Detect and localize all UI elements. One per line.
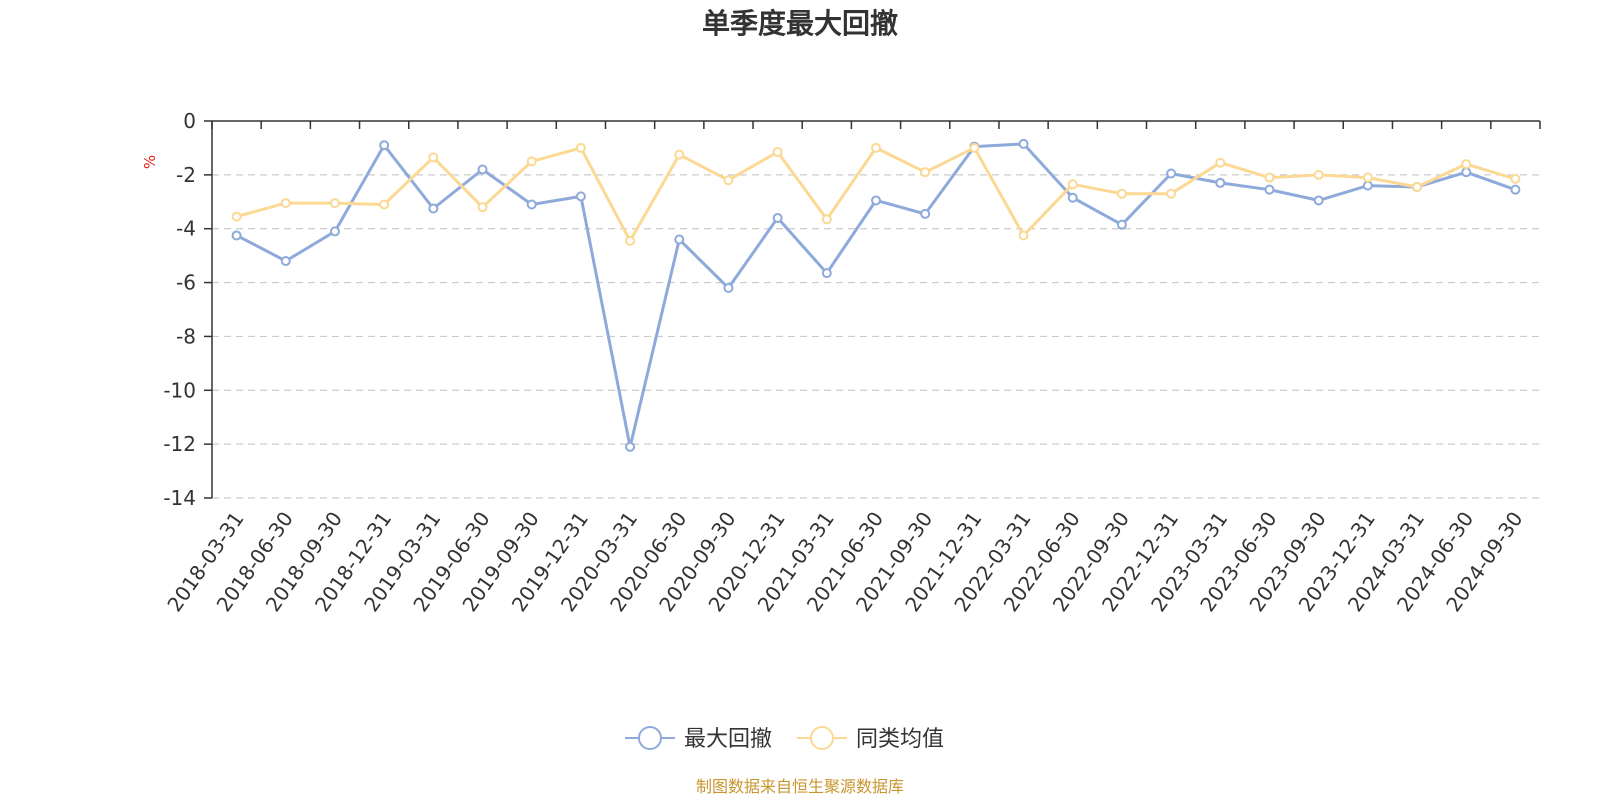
series-0-point [477, 164, 488, 175]
series-0-point [1461, 167, 1472, 178]
legend-marker-1 [810, 726, 834, 750]
series-1-point [329, 198, 340, 209]
series-0-point [674, 234, 685, 245]
series-0-point [1018, 138, 1029, 149]
series-0-point [428, 203, 439, 214]
y-tick-label: 0 [183, 109, 196, 133]
series-0-point [772, 212, 783, 223]
series-1-point [969, 142, 980, 153]
series-0-point [1362, 180, 1373, 191]
series-1-point [1215, 157, 1226, 168]
series-0-point [329, 226, 340, 237]
series-1-point [1412, 181, 1423, 192]
series-1-point [1461, 159, 1472, 170]
series-0-point [280, 256, 291, 267]
axes [204, 120, 1541, 499]
series-0-point [231, 230, 242, 241]
y-tick-label: -4 [176, 217, 196, 241]
series-0-point [1313, 195, 1324, 206]
legend-label-0: 最大回撤 [684, 727, 772, 752]
y-tick-label: -8 [176, 324, 196, 348]
series-1-point [821, 214, 832, 225]
data-source-note: 制图数据来自恒生聚源数据库 [696, 777, 904, 796]
series-1-point [1313, 169, 1324, 180]
series-0-point [625, 441, 636, 452]
series-1-point [920, 167, 931, 178]
series-0-point [821, 268, 832, 279]
y-axis-tick-labels: 0 -2 -4 -6 -8 -10 -12 -14 [163, 109, 196, 510]
series-0-point [1510, 184, 1521, 195]
legend-marker-0 [638, 726, 662, 750]
chart-title: 单季度最大回撤 [702, 7, 898, 40]
series-1-point [1362, 172, 1373, 183]
series-1-point [1067, 179, 1078, 190]
series-0-point [379, 140, 390, 151]
series-0-point [1166, 168, 1177, 179]
y-tick-label: -14 [163, 486, 196, 510]
series-1-point [575, 142, 586, 153]
y-tick-label: -2 [176, 163, 196, 187]
series-1-point [1510, 173, 1521, 184]
series-0-point [1264, 184, 1275, 195]
series-1-point [1166, 188, 1177, 199]
series-1-point [1116, 188, 1127, 199]
series-1-point [428, 152, 439, 163]
y-tick-label: -12 [163, 432, 196, 456]
y-tick-label: -6 [176, 271, 196, 295]
series-0-point [1215, 177, 1226, 188]
series-1-point [477, 202, 488, 213]
series-1-point [871, 142, 881, 153]
legend-label-1: 同类均值 [856, 727, 944, 752]
series-0-point [1116, 219, 1127, 230]
series-0-point [871, 195, 881, 206]
x-axis-tick-labels: 2018-03-312018-06-302018-09-302018-12-31… [162, 507, 1527, 616]
series-1-point [526, 156, 537, 167]
series-0-point [526, 199, 537, 210]
series-group [231, 138, 1521, 452]
y-axis-unit-label: % [141, 155, 159, 169]
series-0-point [575, 191, 586, 202]
grid-lines [212, 174, 1540, 499]
series-1-point [231, 211, 242, 222]
series-1-point [625, 235, 636, 246]
series-1-point [280, 198, 291, 209]
series-line-0 [235, 142, 1516, 449]
series-1-point [1018, 230, 1029, 241]
series-1-point [772, 146, 783, 157]
series-line-1 [236, 146, 1516, 243]
legend: 最大回撤 同类均值 [625, 726, 944, 752]
series-0-point [723, 282, 734, 293]
series-1-point [723, 175, 734, 186]
series-1-point [379, 199, 390, 210]
series-0-point [920, 208, 931, 219]
series-1-point [674, 149, 685, 160]
y-tick-label: -10 [163, 378, 196, 402]
series-1-point [1264, 172, 1275, 183]
series-0-point [1067, 192, 1078, 203]
